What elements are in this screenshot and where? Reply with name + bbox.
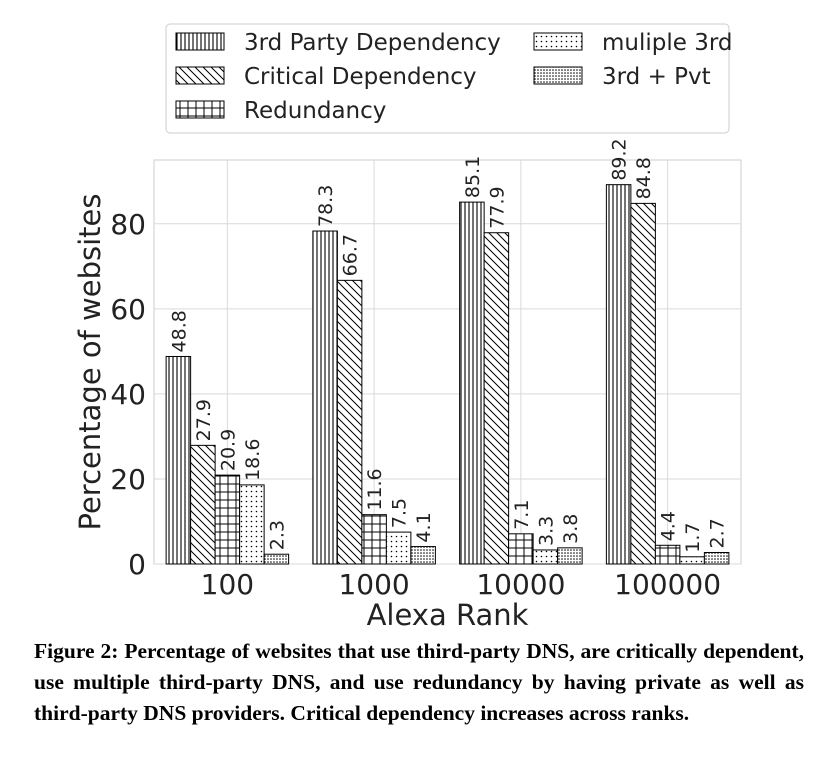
data-label: 20.9 [217, 429, 239, 471]
legend-swatch [175, 66, 225, 85]
data-label: 77.9 [486, 186, 508, 228]
bar-3rd-party-dependency-10000 [459, 201, 485, 565]
chart-svg: 48.8 78.3 85.1 89.2 27.9 66.7 77.9 84.8 20.9 11.6… [73, 23, 742, 632]
bar-redundancy-100000 [654, 544, 681, 565]
x-tick-label: 10000 [476, 568, 565, 601]
bar-muliple-3rd-100 [239, 484, 265, 565]
data-label: 89.2 [609, 138, 631, 180]
bar-muliple-3rd-10000 [532, 549, 559, 565]
bar-critical-dependency-100000 [630, 202, 656, 565]
caption-text: Percentage of websites that use third-pa… [34, 639, 805, 725]
data-label: 48.8 [168, 310, 190, 352]
legend-label: 3rd + Pvt [602, 64, 711, 90]
legend-swatch [175, 32, 225, 51]
data-label: 7.1 [511, 500, 533, 530]
x-tick-label: 100 [201, 568, 254, 601]
bar-muliple-3rd-100000 [679, 556, 705, 565]
data-label: 7.5 [389, 498, 411, 528]
data-label: 4.1 [413, 512, 435, 542]
legend-label: Critical Dependency [244, 64, 477, 90]
data-label: 3.3 [535, 516, 557, 546]
bar-critical-dependency-10000 [483, 232, 510, 565]
data-label: 11.6 [364, 468, 386, 510]
caption-label: Figure 2: [34, 639, 119, 663]
data-label: 4.4 [658, 511, 680, 541]
bar-3rd-pvt-100 [263, 553, 290, 565]
bar-3rd-party-dependency-1000 [312, 230, 338, 565]
y-tick-label: 0 [128, 548, 146, 581]
legend-label: Redundancy [244, 98, 386, 124]
y-axis-title: Percentage of websites [73, 194, 107, 531]
data-label: 85.1 [462, 156, 484, 198]
legend-label: 3rd Party Dependency [244, 30, 501, 56]
y-tick-label: 20 [110, 463, 146, 496]
legend: 3rd Party Dependency Critical Dependency R… [165, 23, 733, 134]
y-tick-label: 40 [110, 378, 146, 411]
bar-redundancy-100 [214, 474, 241, 565]
bar-redundancy-10000 [508, 533, 534, 565]
bar-3rd-pvt-1000 [410, 546, 436, 565]
bar-3rd-pvt-100000 [703, 552, 730, 565]
bars [165, 184, 730, 565]
legend-box [165, 23, 730, 134]
x-tick-label: 1000 [338, 568, 409, 601]
data-label: 18.6 [242, 439, 264, 481]
axes: 0 20 40 60 80 100 1000 10000 100000 Alexa Rank Per… [73, 194, 721, 632]
bar-3rd-party-dependency-100000 [605, 184, 632, 565]
bar-critical-dependency-1000 [336, 279, 363, 565]
data-labels: 48.8 78.3 85.1 89.2 27.9 66.7 77.9 84.8 20.9 11.6… [168, 138, 728, 552]
legend-label: muliple 3rd [602, 30, 733, 56]
bar-chart: 48.8 78.3 85.1 89.2 27.9 66.7 77.9 84.8 20.9 11.6… [73, 23, 742, 632]
data-label: 78.3 [315, 185, 337, 227]
legend-swatch [175, 100, 225, 119]
bar-muliple-3rd-1000 [385, 531, 412, 565]
data-label: 1.7 [682, 523, 704, 553]
bar-redundancy-1000 [361, 514, 387, 565]
figure-caption: Figure 2: Percentage of websites that us… [34, 636, 804, 729]
data-label: 27.9 [193, 399, 215, 441]
bar-critical-dependency-100 [190, 444, 216, 565]
y-tick-label: 60 [110, 293, 146, 326]
bar-3rd-pvt-10000 [557, 547, 583, 565]
data-label: 2.3 [266, 520, 288, 550]
x-tick-label: 100000 [614, 568, 721, 601]
bar-3rd-party-dependency-100 [165, 355, 192, 565]
data-label: 3.8 [560, 514, 582, 544]
data-label: 2.7 [707, 518, 729, 548]
legend-swatch [533, 32, 583, 51]
data-label: 84.8 [633, 157, 655, 199]
data-label: 66.7 [340, 234, 362, 276]
x-axis-title: Alexa Rank [367, 598, 529, 632]
y-tick-label: 80 [110, 208, 146, 241]
legend-swatch [533, 66, 583, 85]
